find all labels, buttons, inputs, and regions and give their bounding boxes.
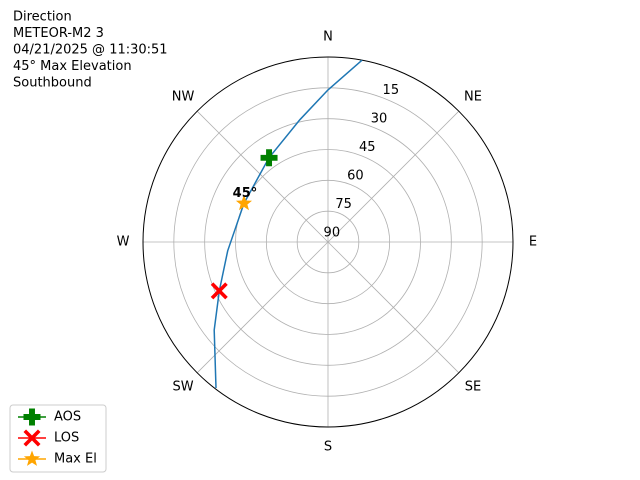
info-line: Direction: [13, 10, 72, 25]
grid-spoke: [327, 241, 460, 374]
r-tick-label: 15: [383, 83, 400, 98]
theta-tick-label: E: [529, 235, 537, 250]
r-tick-label: 30: [371, 111, 388, 126]
track-line: [213, 59, 363, 389]
polar-frame: [142, 56, 514, 428]
legend-label: Max El: [54, 452, 97, 467]
legend-marker: [23, 429, 41, 447]
theta-tick-label: N: [323, 30, 333, 45]
grid-spoke: [327, 110, 460, 243]
theta-tick-label: SE: [465, 379, 481, 394]
info-line: Southbound: [13, 76, 92, 91]
marker-star: [235, 194, 252, 211]
legend-label: AOS: [54, 410, 81, 425]
annotation: 45°: [233, 186, 258, 201]
r-tick-label: 90: [324, 225, 341, 240]
info-line: 04/21/2025 @ 11:30:51: [13, 43, 168, 58]
legend-marker: [23, 408, 41, 426]
grid-spoke: [196, 241, 329, 374]
info-line: 45° Max Elevation: [13, 59, 132, 74]
theta-tick-label: NW: [172, 90, 195, 105]
theta-tick-label: SW: [172, 379, 193, 394]
info-line: METEOR-M2 3: [13, 26, 104, 41]
r-tick-label: 60: [347, 168, 364, 183]
theta-tick-label: NE: [464, 90, 482, 105]
r-tick-label: 45: [359, 140, 376, 155]
marker-plus: [260, 149, 278, 167]
marker-x: [210, 282, 228, 300]
theta-tick-label: S: [324, 440, 332, 455]
r-tick-label: 75: [335, 197, 352, 212]
legend-marker: [23, 450, 41, 466]
grid-spoke: [196, 110, 329, 243]
legend-label: LOS: [54, 431, 79, 446]
theta-tick-label: W: [117, 235, 130, 250]
